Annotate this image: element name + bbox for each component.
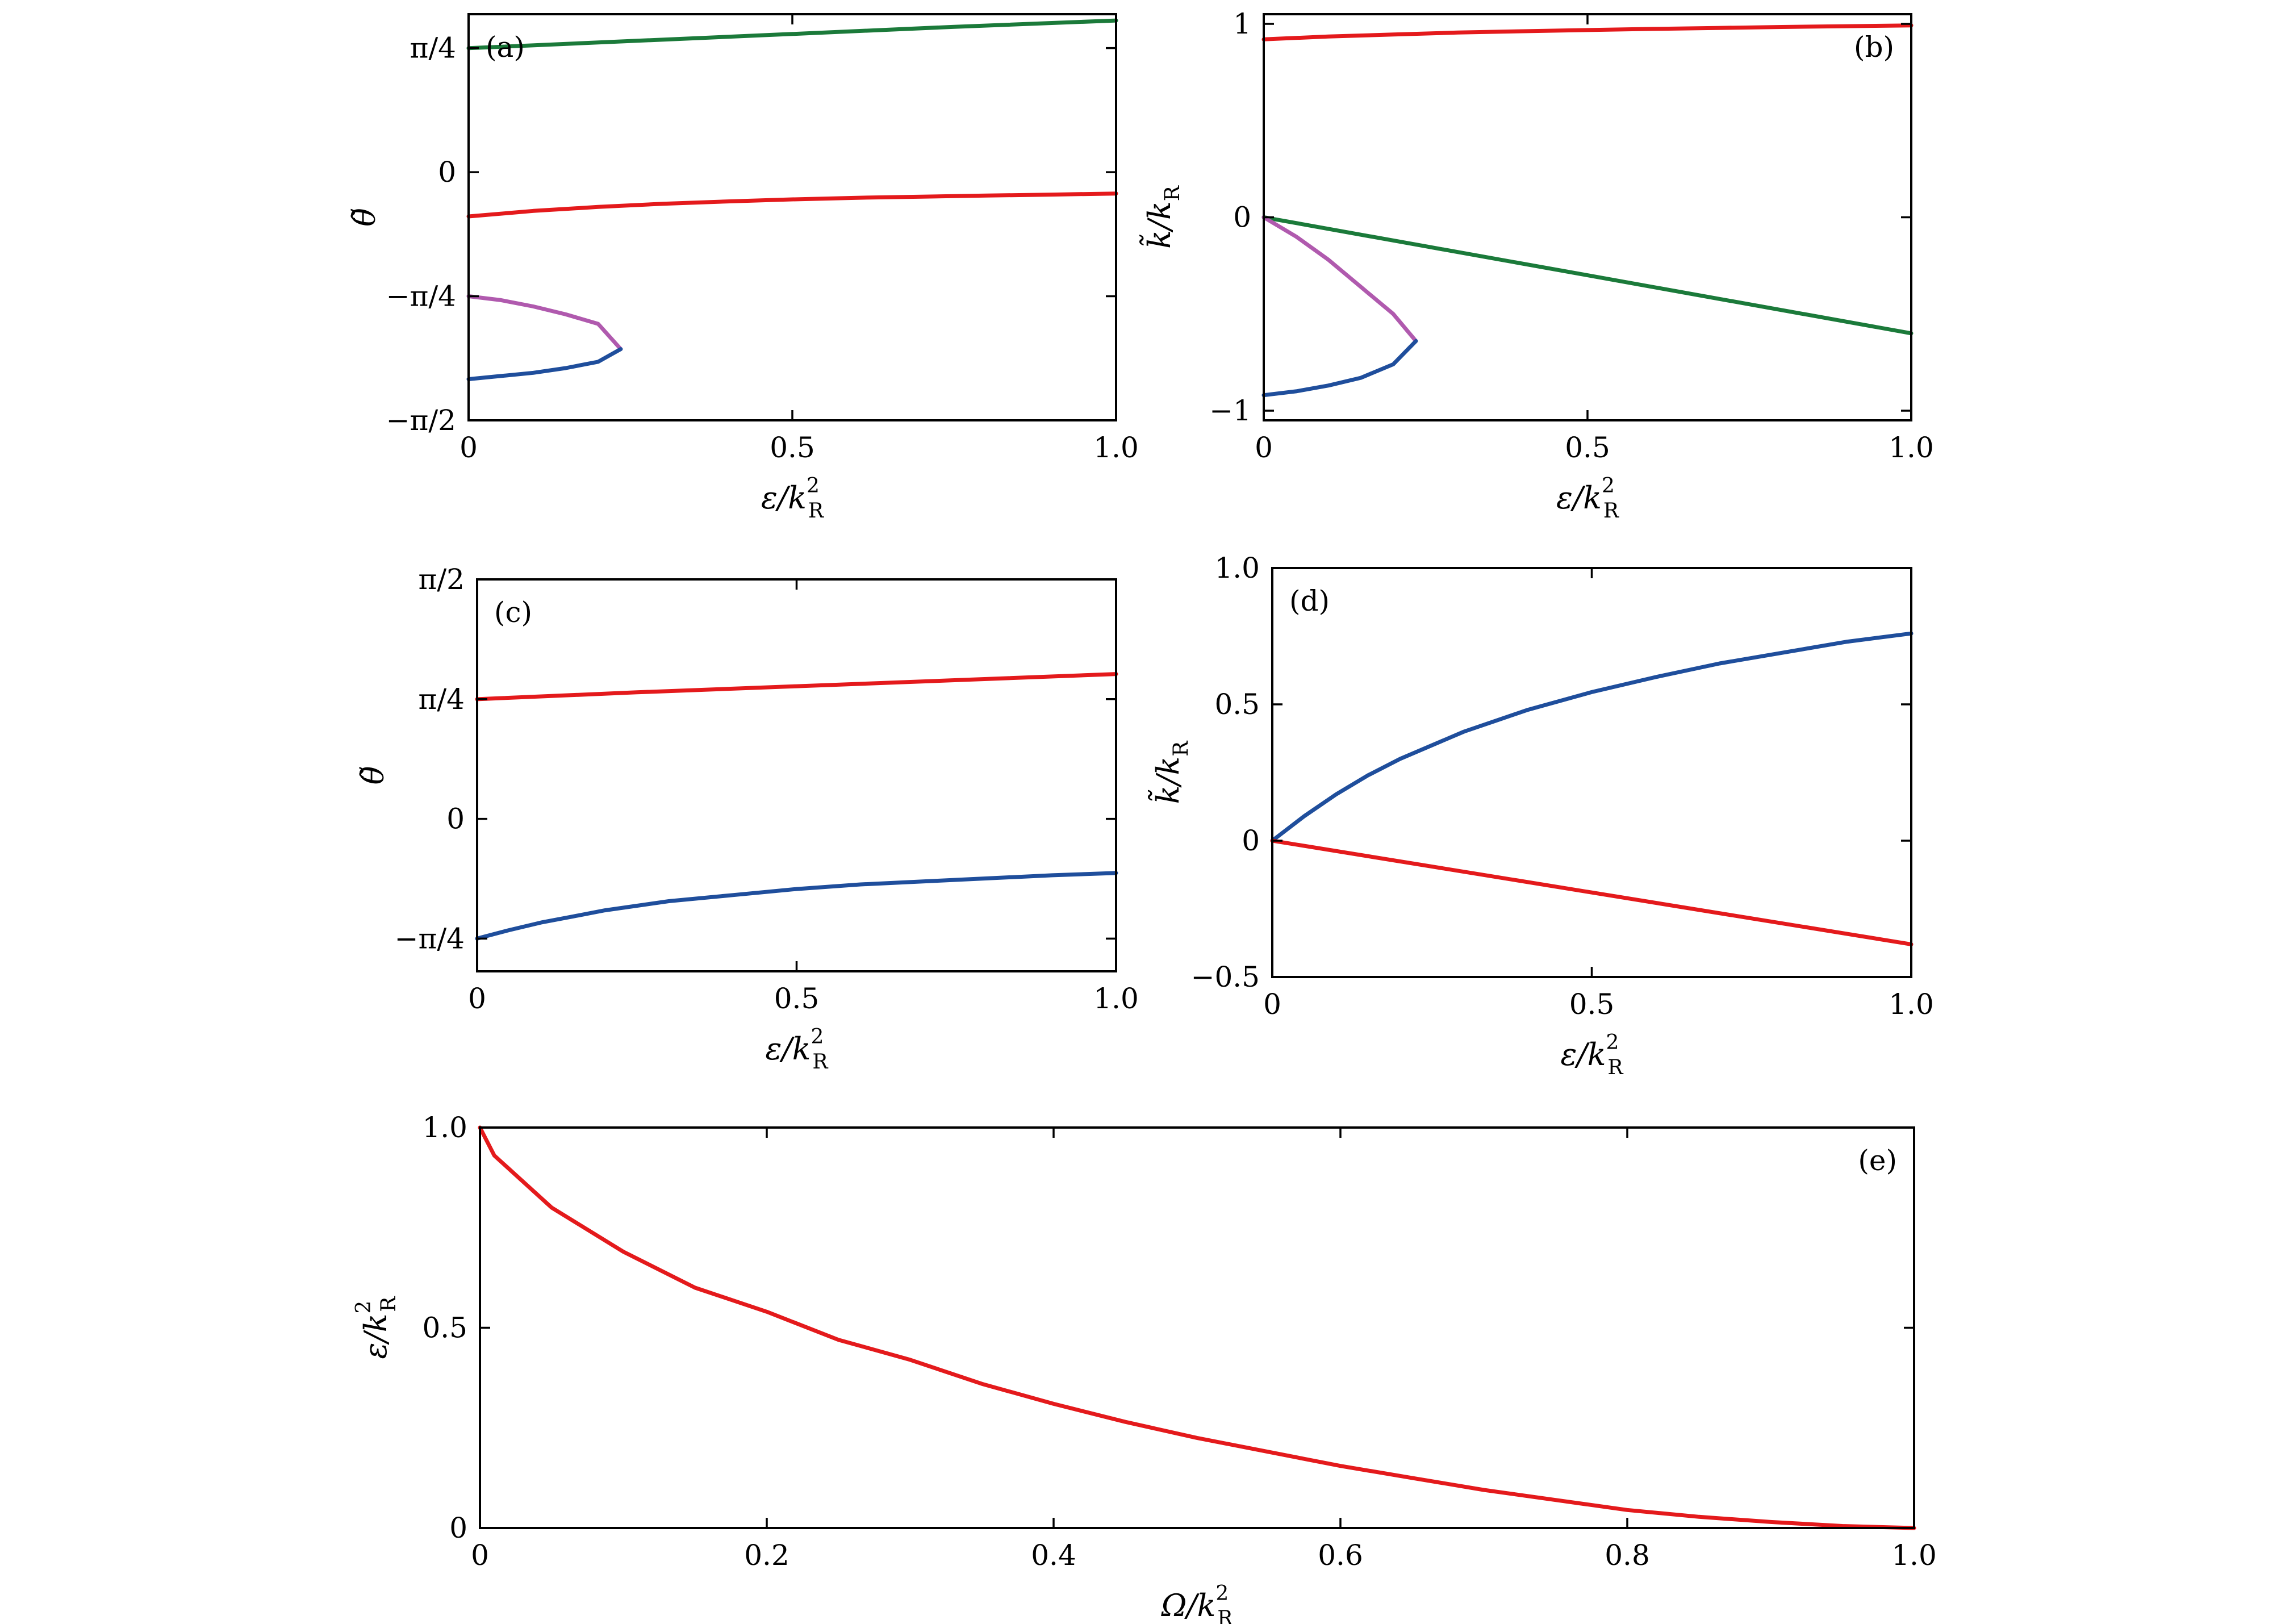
- panel-tag-a: (a): [486, 31, 525, 64]
- x-tick-label-e: 1.0: [1891, 1539, 1937, 1572]
- x-axis-label-b: ε/k2 R: [1556, 474, 1619, 523]
- series-d-blue-line: [1270, 631, 1914, 843]
- series-a-blue-line: [466, 347, 623, 381]
- x-axis-label-main: ε/k: [766, 1031, 811, 1067]
- y-axis-label-main: θ̃: [355, 766, 391, 785]
- y-tick-label-c: π/4: [418, 683, 465, 716]
- panel-tag-e: (e): [1858, 1144, 1897, 1177]
- x-axis-label-sub: R: [1607, 1056, 1623, 1079]
- x-axis-label-sub: R: [808, 499, 824, 523]
- panel-e: 0 0.2 0.4 0.6 0.8 1.000.51.0(e)Ω/k2 Rε/k2R: [352, 1111, 1937, 1624]
- x-axis-label-sup: 2: [807, 474, 820, 498]
- x-tick-label-b: 0.5: [1565, 431, 1610, 464]
- y-axis-label-sub: R: [1169, 741, 1193, 757]
- y-tick-label-a: π/4: [410, 32, 456, 65]
- y-tick-label-d: 0.5: [1214, 688, 1260, 721]
- series-e-red-line: [478, 1125, 1916, 1530]
- x-axis-label-sup: 2: [811, 1025, 824, 1049]
- panel-tag-d: (d): [1289, 585, 1330, 617]
- x-tick-label-c: 0.5: [774, 982, 820, 1015]
- y-axis-label-a: θ̃: [346, 208, 382, 227]
- y-tick-label-b: −1: [1209, 394, 1251, 427]
- x-tick-label-a: 1.0: [1093, 431, 1139, 464]
- series-b-blue-line: [1261, 339, 1418, 398]
- x-axis-label-sup: 2: [1606, 1031, 1619, 1054]
- plot-frame-d: [1271, 567, 1912, 978]
- x-axis-label-main: ε/k: [1556, 480, 1602, 516]
- y-tick-label-e: 0.5: [422, 1312, 467, 1345]
- y-axis-label-sup: 2: [352, 1301, 375, 1314]
- y-tick-label-d: 1.0: [1214, 552, 1260, 585]
- x-axis-label-sup: 2: [1602, 474, 1615, 498]
- x-tick-label-e: 0.6: [1318, 1539, 1363, 1572]
- x-tick-label-d: 0.5: [1569, 988, 1615, 1021]
- x-tick-label-a: 0.5: [770, 431, 815, 464]
- panel-b: 0 0.5 1.0−101(b)ε/k2 Rk̃/kR: [1139, 7, 1933, 523]
- series-b-purple-line: [1261, 215, 1418, 343]
- y-tick-label-a: −π/2: [386, 404, 456, 437]
- series-d-red-line: [1270, 838, 1914, 946]
- y-axis-label-sub: R: [377, 1296, 400, 1312]
- x-axis-label-d: ε/k2 R: [1561, 1031, 1624, 1079]
- x-axis-label-sub: R: [1603, 499, 1619, 523]
- x-tick-label-e: 0: [471, 1539, 489, 1572]
- x-tick-label-c: 0: [468, 982, 486, 1015]
- x-tick-label-b: 1.0: [1889, 431, 1934, 464]
- x-axis-label-a: ε/k2 R: [761, 474, 824, 523]
- y-tick-label-b: 1: [1233, 7, 1251, 40]
- y-axis-label-e: ε/k2R: [352, 1296, 400, 1359]
- series-c-blue-line: [475, 871, 1118, 941]
- y-tick-label-c: 0: [446, 803, 465, 836]
- plot-frame-c: [476, 578, 1117, 972]
- x-axis-label-c: ε/k2 R: [766, 1025, 829, 1074]
- y-tick-label-e: 1.0: [422, 1111, 467, 1144]
- plot-frame-e: [479, 1126, 1915, 1529]
- x-tick-label-e: 0.8: [1605, 1539, 1650, 1572]
- y-tick-label-d: 0: [1242, 824, 1260, 857]
- y-axis-label-main: k̃/k: [1139, 201, 1177, 249]
- y-axis-label-main: θ̃: [346, 208, 382, 227]
- series-a-purple-line: [466, 294, 623, 352]
- y-tick-label-e: 0: [449, 1512, 467, 1544]
- panel-a: 0 0.5 1.0−π/2−π/40π/4 (a)ε/k2 Rθ̃: [346, 13, 1139, 523]
- y-axis-label-main: ε/k: [358, 1314, 394, 1359]
- y-tick-label-a: −π/4: [386, 280, 456, 313]
- series-b-green-line: [1261, 215, 1914, 336]
- y-tick-label-a: 0: [438, 156, 456, 189]
- x-axis-label-sub: R: [1217, 1607, 1233, 1624]
- y-axis-label-d: k̃/kR: [1147, 741, 1193, 804]
- series-b-red-line: [1261, 23, 1914, 41]
- x-tick-label-e: 0.4: [1031, 1539, 1076, 1572]
- x-axis-label-sup: 2: [1215, 1582, 1229, 1605]
- y-axis-label-main: k̃/k: [1147, 757, 1186, 804]
- panel-tag-b: (b): [1854, 31, 1894, 64]
- panel-tag-c: (c): [494, 596, 532, 629]
- x-axis-label-sub: R: [812, 1050, 828, 1074]
- plot-frame-b: [1263, 13, 1912, 421]
- x-axis-label-main: ε/k: [761, 480, 807, 516]
- x-axis-label-e: Ω/k2 R: [1161, 1582, 1234, 1624]
- y-tick-label-c: π/2: [418, 563, 465, 596]
- x-axis-label-main: ε/k: [1561, 1037, 1606, 1072]
- plot-frame-a: [467, 13, 1117, 421]
- x-tick-label-e: 0.2: [744, 1539, 789, 1572]
- series-c-red-line: [475, 672, 1118, 702]
- series-a-green-line: [466, 18, 1118, 51]
- series-a-red-line: [466, 191, 1118, 219]
- y-tick-label-d: −0.5: [1191, 961, 1260, 993]
- x-tick-label-c: 1.0: [1093, 982, 1139, 1015]
- x-tick-label-a: 0: [459, 431, 478, 464]
- y-axis-label-sub: R: [1161, 185, 1184, 201]
- y-tick-label-c: −π/4: [395, 922, 465, 955]
- x-tick-label-b: 0: [1255, 431, 1273, 464]
- x-tick-label-d: 0: [1263, 988, 1281, 1021]
- x-axis-label-main: Ω/k: [1161, 1588, 1216, 1623]
- y-axis-label-c: θ̃: [355, 766, 391, 785]
- y-tick-label-b: 0: [1233, 201, 1251, 234]
- x-tick-label-d: 1.0: [1889, 988, 1934, 1021]
- y-axis-label-b: k̃/kR: [1139, 185, 1184, 249]
- panel-c: 0 0.5 1.0−π/40π/4π/2(c)ε/k2 Rθ̃: [355, 563, 1139, 1074]
- panel-d: 0 0.5 1.0−0.500.51.0(d)ε/k2 Rk̃/kR: [1147, 552, 1933, 1079]
